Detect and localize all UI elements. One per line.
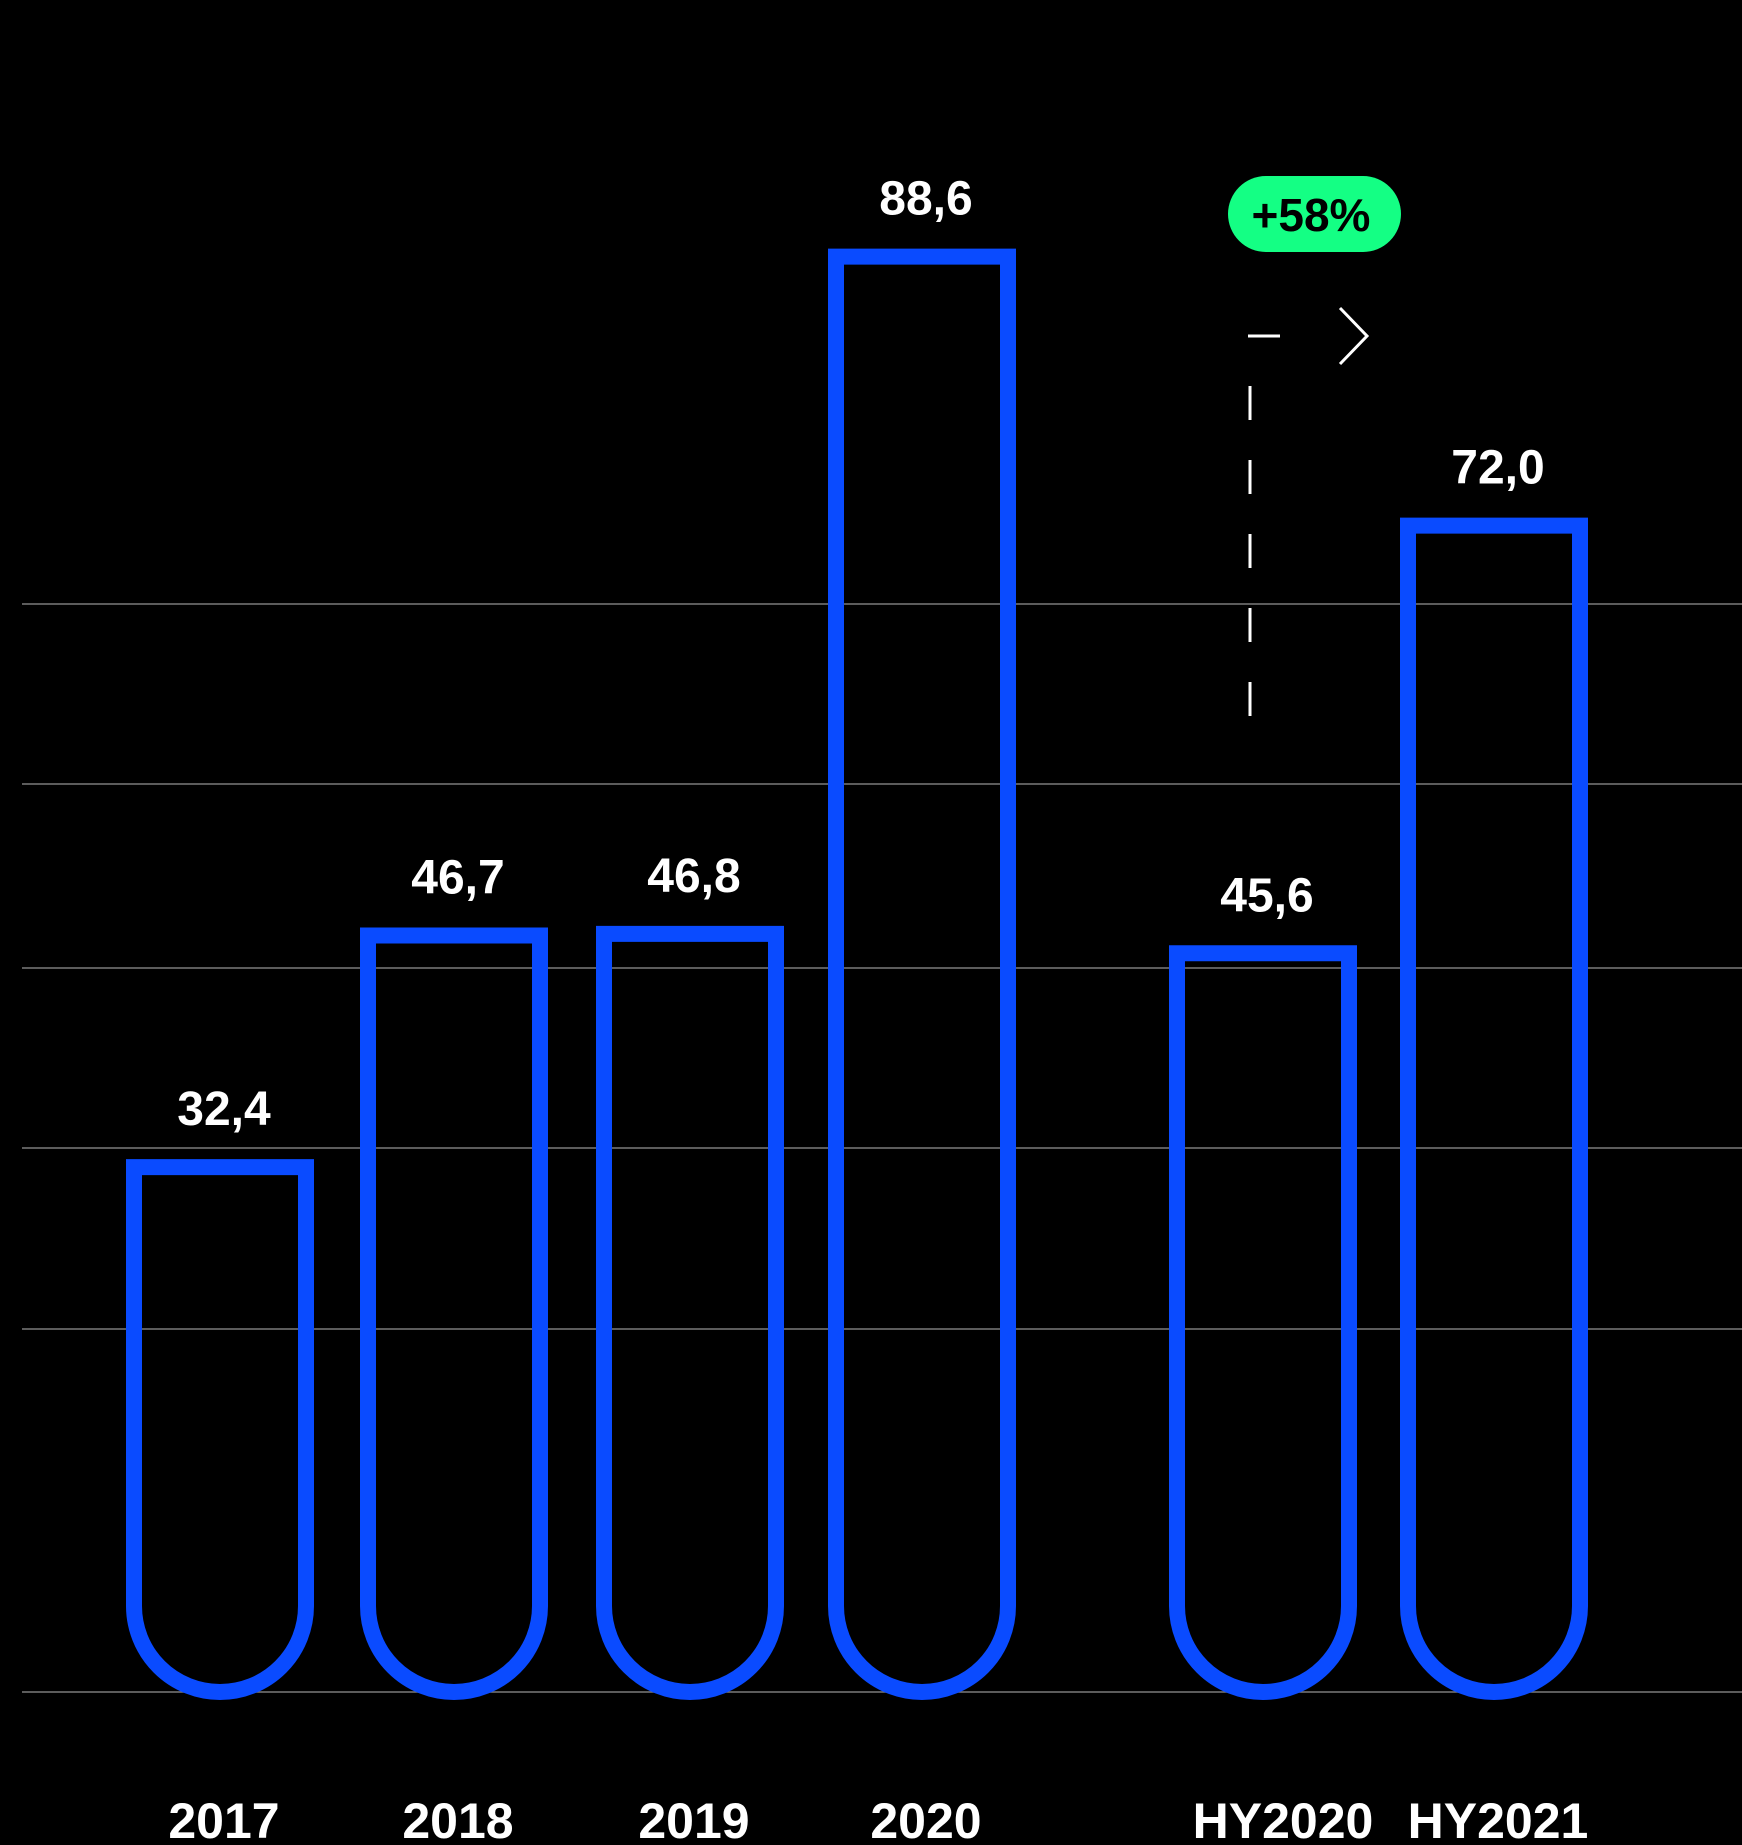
category-label-2020: 2020 (870, 1793, 981, 1845)
value-label-2018: 46,7 (411, 851, 504, 904)
bar-hy2020 (1169, 945, 1357, 1700)
category-label-2017: 2017 (168, 1793, 279, 1845)
category-label-2018: 2018 (402, 1793, 513, 1845)
bar-2019 (596, 925, 784, 1700)
value-labels: 32,4 46,7 46,8 88,6 45,6 72,0 (177, 173, 1544, 1136)
bar-2017 (126, 1159, 314, 1700)
category-labels: 2017 2018 2019 2020 HY2020 HY2021 (168, 1793, 1588, 1845)
value-label-2020: 88,6 (879, 173, 972, 226)
bars (126, 248, 1588, 1700)
category-label-hy2020: HY2020 (1193, 1793, 1374, 1845)
growth-badge-label: +58% (1252, 189, 1371, 241)
bar-2020 (828, 248, 1016, 1700)
bar-2018 (360, 927, 548, 1700)
gridlines (22, 603, 1742, 1693)
value-label-hy2020: 45,6 (1220, 869, 1313, 922)
value-label-hy2021: 72,0 (1451, 442, 1544, 495)
value-label-2019: 46,8 (647, 850, 740, 903)
growth-badge (1228, 176, 1401, 252)
category-label-2019: 2019 (638, 1793, 749, 1845)
value-label-2017: 32,4 (177, 1083, 271, 1136)
category-label-hy2021: HY2021 (1408, 1793, 1589, 1845)
arrow-right-icon (1338, 306, 1370, 366)
growth-annotation: +58% (1228, 176, 1401, 742)
bar-hy2021 (1400, 517, 1588, 1700)
